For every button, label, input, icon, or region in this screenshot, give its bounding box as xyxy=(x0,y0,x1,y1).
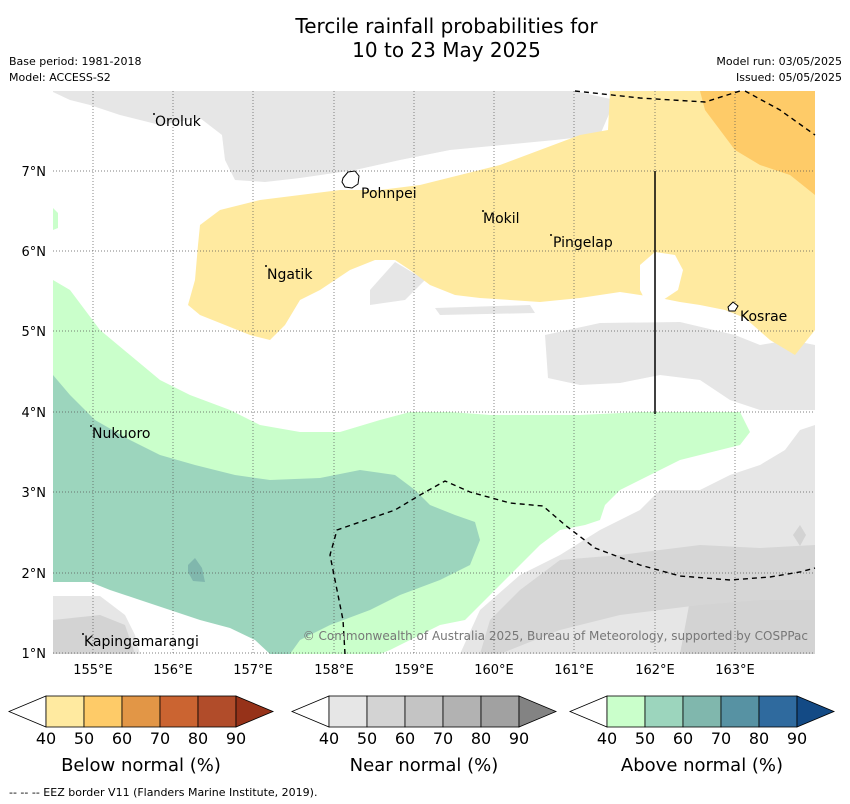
colorbar-tick-label: 60 xyxy=(111,729,133,748)
colorbar-segment xyxy=(235,695,275,728)
colorbar-near-normal xyxy=(290,695,558,728)
gridlines xyxy=(53,91,815,654)
place-label-mokil: Mokil xyxy=(483,211,520,227)
lon-tick-label: 159°E xyxy=(394,663,434,678)
issued-label: Issued: 05/05/2025 xyxy=(735,71,842,84)
near-normal-region-strip xyxy=(435,305,535,315)
place-label-kapingamarangi: Kapingamarangi xyxy=(84,634,199,650)
colorbar-segment xyxy=(328,695,368,728)
above-normal-region-west-sliver xyxy=(53,208,58,230)
lat-tick-label: 6°N xyxy=(22,245,47,260)
near-normal-spot-east xyxy=(793,525,806,546)
colorbar-tick-label: 50 xyxy=(73,729,95,748)
pohnpei-island xyxy=(341,170,360,189)
colorbar-tick-label: 60 xyxy=(394,729,416,748)
colorbar-below-normal xyxy=(7,695,275,728)
lon-tick-label: 157°E xyxy=(233,663,273,678)
colorbar-tick-label: 50 xyxy=(634,729,656,748)
colorbar-segment xyxy=(758,695,798,728)
normal-gap-east xyxy=(640,252,683,302)
colorbar-tick-label: 70 xyxy=(432,729,454,748)
lat-tick-label: 5°N xyxy=(22,325,47,340)
colorbar-segment xyxy=(480,695,520,728)
lon-tick-label: 163°E xyxy=(715,663,755,678)
colorbar-title-above: Above normal (%) xyxy=(620,755,784,776)
place-label-kosrae: Kosrae xyxy=(740,309,787,325)
lon-tick-label: 156°E xyxy=(153,663,193,678)
colorbar-tick-label: 80 xyxy=(748,729,770,748)
colorbar-segment xyxy=(197,695,237,728)
colorbar-segment xyxy=(606,695,646,728)
colorbar-tick-label: 70 xyxy=(149,729,171,748)
colorbar-segment xyxy=(159,695,199,728)
colorbar-title-near: Near normal (%) xyxy=(349,755,499,776)
colorbar-segment xyxy=(7,695,47,728)
colorbar-segment xyxy=(290,695,330,728)
colorbar-segment xyxy=(404,695,444,728)
colorbar-segment xyxy=(366,695,406,728)
kosrae-island xyxy=(727,301,739,312)
lon-tick-label: 161°E xyxy=(554,663,594,678)
colorbar-title-below: Below normal (%) xyxy=(61,755,221,776)
map-title-line2: 10 to 23 May 2025 xyxy=(352,38,541,62)
place-label-oroluk: Oroluk xyxy=(155,114,202,130)
colorbar-tick-label: 70 xyxy=(710,729,732,748)
colorbar-tick-label: 60 xyxy=(672,729,694,748)
colorbar-segment xyxy=(682,695,722,728)
colorbar-tick-label: 40 xyxy=(35,729,57,748)
colorbar-segment xyxy=(83,695,123,728)
lon-tick-label: 155°E xyxy=(73,663,113,678)
place-label-pingelap: Pingelap xyxy=(553,235,613,251)
eez-border xyxy=(329,90,816,655)
colorbar-tick-label: 80 xyxy=(470,729,492,748)
eez-footnote: -- -- -- EEZ border V11 (Flanders Marine… xyxy=(9,786,318,799)
colorbar-segment xyxy=(720,695,760,728)
place-label-ngatik: Ngatik xyxy=(267,267,313,283)
lon-tick-label: 162°E xyxy=(635,663,675,678)
colorbar-tick-label: 40 xyxy=(596,729,618,748)
colorbar-tick-label: 80 xyxy=(187,729,209,748)
colorbar-tick-label: 90 xyxy=(786,729,808,748)
lon-tick-label: 160°E xyxy=(474,663,514,678)
below-normal-region-northeast xyxy=(700,91,815,195)
place-label-pohnpei: Pohnpei xyxy=(361,186,417,202)
island-dots xyxy=(82,113,552,635)
model-label: Model: ACCESS-S2 xyxy=(9,71,111,84)
lon-tick-label: 158°E xyxy=(314,663,354,678)
copyright-notice: © Commonwealth of Australia 2025, Bureau… xyxy=(303,629,808,643)
colorbar-segment xyxy=(121,695,161,728)
near-normal-region-east xyxy=(545,322,815,410)
colorbar-segment xyxy=(442,695,482,728)
colorbar-above-normal xyxy=(568,695,836,728)
above-normal-region-darker xyxy=(53,375,480,654)
map-fill-layer xyxy=(53,91,815,654)
near-normal-region-southeast-mid xyxy=(480,545,815,654)
lat-tick-label: 4°N xyxy=(22,406,47,421)
near-normal-region-southwest-dark xyxy=(53,615,135,654)
colorbar-segment xyxy=(568,695,608,728)
map-title-line1: Tercile rainfall probabilities for xyxy=(295,14,598,38)
colorbar-tick-label: 40 xyxy=(318,729,340,748)
colorbar-segment xyxy=(644,695,684,728)
lat-tick-label: 2°N xyxy=(22,567,47,582)
model-run-label: Model run: 03/05/2025 xyxy=(716,55,842,68)
colorbar-segment xyxy=(796,695,836,728)
lat-tick-label: 1°N xyxy=(22,647,47,662)
place-label-nukuoro: Nukuoro xyxy=(92,426,150,442)
lat-tick-label: 3°N xyxy=(22,486,47,501)
colorbar-segment xyxy=(45,695,85,728)
base-period-label: Base period: 1981-2018 xyxy=(9,55,142,68)
colorbar-tick-label: 90 xyxy=(508,729,530,748)
colorbar-segment xyxy=(518,695,558,728)
above-normal-spot-dark xyxy=(188,558,205,582)
colorbar-tick-label: 50 xyxy=(356,729,378,748)
near-normal-region-mid xyxy=(370,262,425,305)
colorbar-tick-label: 90 xyxy=(225,729,247,748)
lat-tick-label: 7°N xyxy=(22,165,47,180)
